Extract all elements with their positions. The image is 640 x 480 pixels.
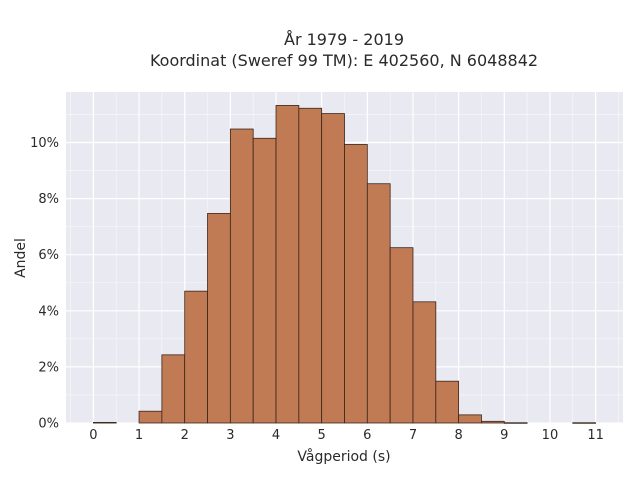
histogram-bar: [344, 144, 368, 424]
y-tick-label: 4%: [38, 304, 59, 319]
bars: [92, 105, 597, 424]
x-axis-ticks: 0 1 2 3 4 5 6 7 8 9 10 11: [89, 428, 604, 443]
y-axis-label: Andel: [13, 238, 29, 278]
histogram-bar: [503, 422, 528, 424]
x-tick-label: 11: [587, 428, 604, 443]
histogram-bar: [184, 290, 208, 424]
y-tick-label: 2%: [38, 360, 59, 375]
x-tick-label: 4: [272, 428, 280, 443]
histogram-bar: [252, 137, 277, 424]
histogram-bar: [298, 107, 323, 424]
histogram-bar: [321, 113, 345, 424]
histogram-bar: [572, 422, 597, 424]
y-tick-label: 6%: [38, 248, 59, 263]
x-tick-label: 10: [542, 428, 559, 443]
histogram-bar: [207, 213, 231, 424]
x-tick-label: 9: [500, 428, 508, 443]
histogram-bar: [138, 410, 163, 424]
x-tick-label: 1: [135, 428, 143, 443]
x-tick-label: 2: [181, 428, 189, 443]
chart-title: År 1979 - 2019: [284, 30, 404, 49]
histogram-bar: [458, 414, 482, 424]
x-tick-label: 5: [318, 428, 326, 443]
chart-subtitle: Koordinat (Sweref 99 TM): E 402560, N 60…: [150, 51, 538, 70]
histogram-bar: [366, 183, 391, 424]
histogram-bar: [275, 105, 300, 424]
y-tick-label: 10%: [30, 136, 59, 151]
y-axis-ticks: 0% 2% 4% 6% 8% 10%: [30, 136, 59, 432]
histogram-bar: [435, 380, 460, 424]
histogram-bar: [412, 301, 437, 424]
histogram-bar: [481, 420, 505, 424]
x-axis-label: Vågperiod (s): [297, 448, 390, 465]
x-tick-label: 0: [89, 428, 97, 443]
y-tick-label: 0%: [38, 417, 59, 432]
histogram-bar: [389, 247, 414, 424]
histogram-bar: [161, 354, 186, 424]
x-tick-label: 3: [226, 428, 234, 443]
y-tick-label: 8%: [38, 192, 59, 207]
x-tick-label: 8: [454, 428, 462, 443]
histogram-bar: [229, 128, 254, 424]
x-tick-label: 6: [363, 428, 371, 443]
histogram-bar: [92, 422, 117, 424]
x-tick-label: 7: [409, 428, 417, 443]
